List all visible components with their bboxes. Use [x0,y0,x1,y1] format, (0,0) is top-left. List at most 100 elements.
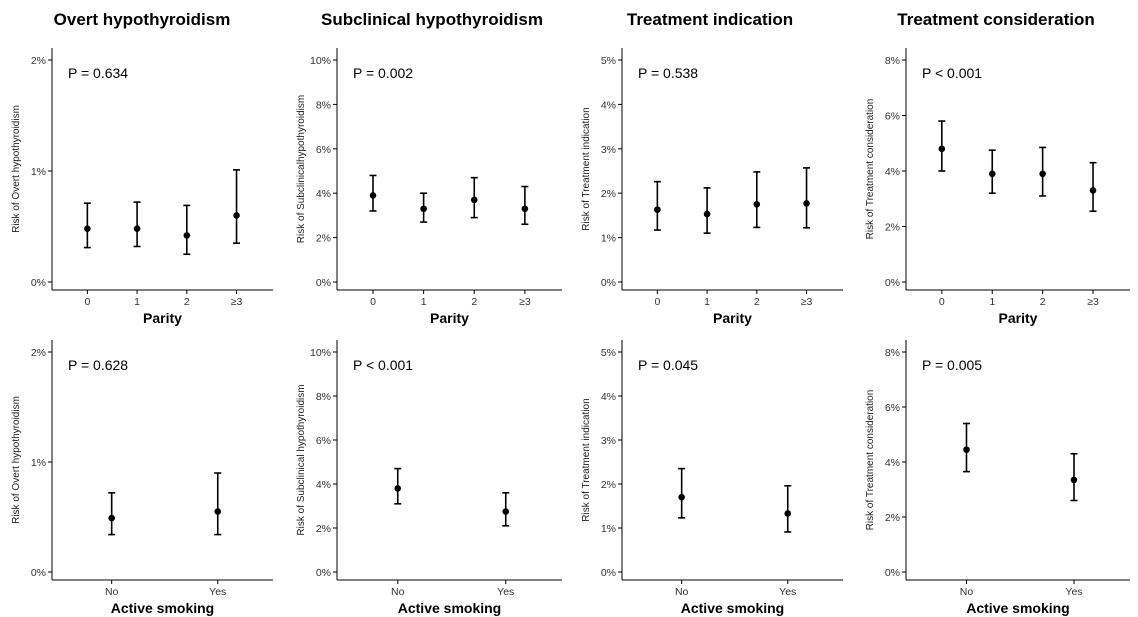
chart-panel: 0% 2% 4% 6% 8% 0 1 2 ≥3 P < 0.001 Parity Risk of Tr… [865,48,1130,326]
y-tick-label: 8% [316,391,331,403]
data-point [654,206,661,213]
y-tick-label: 2% [31,347,46,359]
y-tick-label: 2% [885,222,900,234]
y-tick-label: 10% [310,347,331,359]
x-tick-label: No [960,586,974,598]
y-axis-title: Risk of Subclinical hypothyroidism [296,384,307,535]
y-tick-label: 0% [31,277,46,289]
y-tick-label: 6% [885,402,900,414]
y-axis-title: Risk of Treatment indication [581,398,592,521]
x-tick-label: No [105,586,119,598]
data-point [502,508,510,515]
x-tick-label: Yes [1065,586,1082,598]
x-tick-label: Yes [497,586,514,598]
data-point [753,201,761,208]
y-tick-label: 0% [316,567,331,579]
p-value-annotation: P = 0.005 [922,357,982,373]
chart-panel: 0% 1% 2% 0 1 2 ≥3 P = 0.634 Parity Risk of Overt … [11,48,273,326]
y-axis-title: Risk of Treatment consideration [865,99,876,240]
x-tick-label: Yes [209,586,226,598]
p-value-annotation: P < 0.001 [353,357,413,373]
data-point [988,170,996,178]
y-tick-label: 4% [601,99,616,111]
x-axis-title: Parity [999,310,1038,326]
y-tick-label: 6% [316,435,331,447]
y-tick-label: 8% [316,99,331,111]
x-tick-label: ≥3 [231,296,243,308]
data-point [1070,476,1078,484]
p-value-annotation: P = 0.045 [638,357,698,373]
y-tick-label: 4% [601,391,616,403]
x-tick-label: 2 [1040,296,1046,308]
data-point [369,192,377,199]
data-point [420,205,427,213]
chart-panel: 0% 2% 4% 6% 8% No Yes P = 0.005 Active smoking Ri… [865,340,1130,616]
x-tick-label: ≥3 [519,296,531,308]
y-tick-label: 3% [601,435,616,447]
chart-panel: 0% 1% 2% 3% 4% 5% No Yes P = 0.045 Active smoking… [581,340,843,616]
y-axis-title: Risk of Treatment indication [581,107,592,230]
chart-panel: 0% 2% 4% 6% 8% 10% No Yes P < 0.001 Active smokin… [296,340,562,616]
y-tick-label: 2% [316,523,331,535]
p-value-annotation: P = 0.002 [353,65,413,81]
y-axis-title: Risk of Subclinicalhypothyroidism [296,95,307,243]
x-tick-label: 0 [939,296,945,308]
y-tick-label: 8% [885,55,900,67]
y-tick-label: 0% [885,277,900,289]
p-value-annotation: P = 0.538 [638,65,698,81]
y-tick-label: 3% [601,144,616,156]
data-point [233,212,240,219]
chart-panel: 0% 1% 2% 3% 4% 5% 0 1 2 ≥3 P = 0.538 Parity Risk of … [581,48,843,326]
y-tick-label: 10% [310,55,331,67]
p-value-annotation: P = 0.628 [68,357,128,373]
data-point [108,514,115,522]
y-tick-label: 0% [885,567,900,579]
y-tick-label: 2% [316,233,331,245]
x-tick-label: ≥3 [801,296,813,308]
y-tick-label: 4% [316,188,331,200]
y-tick-label: 2% [601,479,616,491]
x-tick-label: 1 [134,296,140,308]
data-point [133,225,141,233]
data-point [521,205,529,213]
x-tick-label: No [391,586,405,598]
y-tick-label: 4% [885,457,900,469]
x-tick-label: Yes [779,586,796,598]
column-title-subclinical: Subclinical hypothyroidism [321,10,543,29]
y-tick-label: 6% [885,111,900,123]
x-axis-title: Parity [143,310,182,326]
y-tick-label: 5% [601,347,616,359]
data-point [703,210,711,218]
data-point [803,200,810,207]
x-tick-label: 2 [471,296,477,308]
p-value-annotation: P < 0.001 [922,65,982,81]
y-axis-title: Risk of Treatment consideration [865,390,876,531]
x-tick-label: 1 [421,296,427,308]
x-tick-label: 0 [84,296,90,308]
x-tick-label: ≥3 [1087,296,1099,308]
x-tick-label: 0 [654,296,660,308]
chart-panel: 0% 1% 2% No Yes P = 0.628 Active smoking Risk o… [11,340,273,616]
x-axis-title: Parity [713,310,752,326]
y-axis-title: Risk of Overt hypothyroidism [11,105,22,233]
y-tick-label: 6% [316,144,331,156]
p-value-annotation: P = 0.634 [68,65,128,81]
y-tick-label: 8% [885,347,900,359]
data-point [183,232,191,239]
data-point [784,510,792,517]
y-tick-label: 1% [31,457,46,469]
y-tick-label: 1% [601,233,616,245]
x-axis-title: Active smoking [966,600,1069,616]
data-point [394,485,402,492]
x-tick-label: 1 [989,296,995,308]
data-point [84,225,91,233]
y-tick-label: 5% [601,55,616,67]
x-tick-label: 2 [754,296,760,308]
x-tick-label: No [675,586,689,598]
data-point [938,145,946,153]
y-tick-label: 0% [601,277,616,289]
data-point [963,446,970,453]
y-tick-label: 1% [31,166,46,178]
